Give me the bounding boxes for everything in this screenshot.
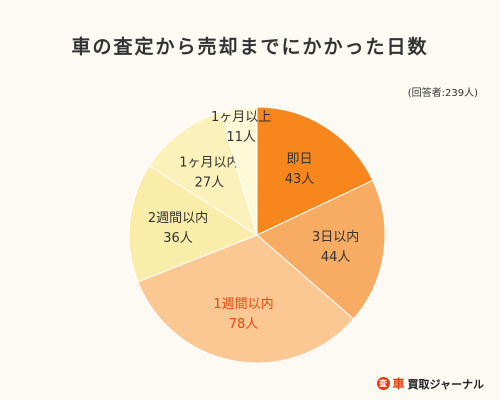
chart-title: 車の査定から売却までにかかった日数 xyxy=(71,36,429,58)
brand-name: 買取ジャーナル xyxy=(407,377,484,391)
pie-slice-4 xyxy=(148,111,258,237)
slice-label-2: 1週間以内 xyxy=(213,296,273,312)
pie-slice-5 xyxy=(219,106,258,236)
slice-value-1: 44人 xyxy=(321,250,351,265)
respondent-note: (回答者:239人) xyxy=(407,88,478,99)
slice-value-0: 43人 xyxy=(285,172,315,187)
slice-value-5: 11人 xyxy=(226,130,256,145)
pie-slice-2 xyxy=(137,234,355,364)
slice-label-3: 2週間以内 xyxy=(148,210,208,226)
slice-label-1: 3日以内 xyxy=(312,229,359,245)
pie-slice-3 xyxy=(128,165,259,283)
pie-slice-0 xyxy=(256,106,374,236)
brand-logo: 査 車 買取ジャーナル xyxy=(376,375,484,392)
slice-label-5: 1ヶ月以上 xyxy=(211,110,271,125)
brand-icon: 査 xyxy=(376,377,390,390)
slice-label-0: 即日 xyxy=(286,152,312,167)
brand-car-text: 車 xyxy=(392,377,405,391)
slice-label-4: 1ヶ月以内 xyxy=(179,155,239,171)
slice-value-3: 36人 xyxy=(163,231,193,246)
slice-value-4: 27人 xyxy=(195,176,225,191)
slice-value-2: 78人 xyxy=(229,317,259,332)
pie-slice-1 xyxy=(256,179,386,320)
